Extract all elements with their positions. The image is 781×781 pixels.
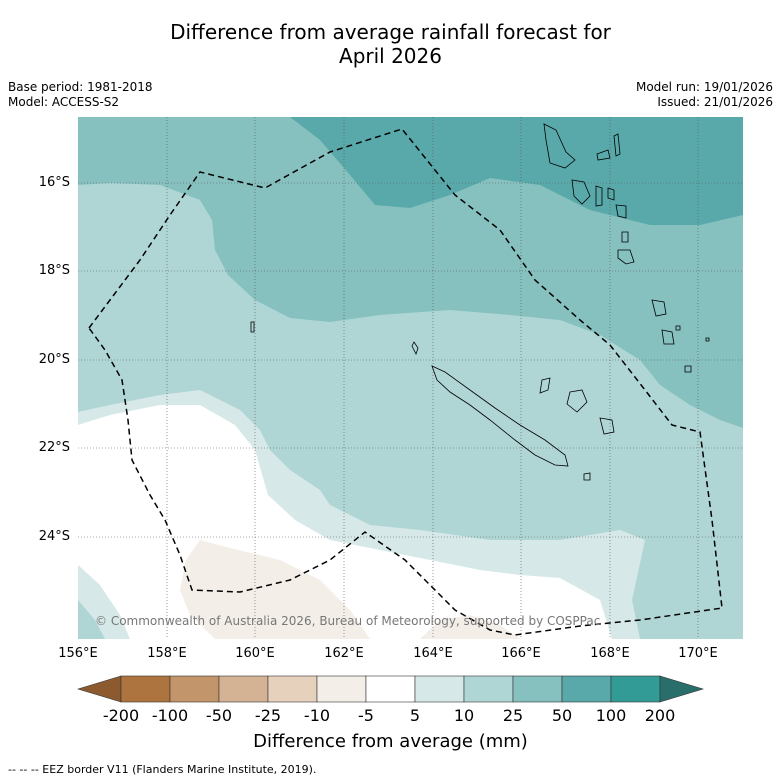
island-vanuatu-i: [651, 299, 667, 317]
issued-date: Issued: 21/01/2026: [657, 95, 773, 109]
colorbar-tick: -25: [254, 706, 282, 725]
lon-label: 160°E: [235, 646, 275, 661]
colorbar-bin-4: [267, 675, 318, 703]
colorbar-bin-10: [561, 675, 612, 703]
colorbar-title: Difference from average (mm): [253, 731, 528, 752]
colorbar-bin-8: [463, 675, 514, 703]
eez-border: [88, 128, 723, 636]
islands: [250, 123, 710, 481]
base-period: Base period: 1981-2018: [8, 80, 153, 94]
island-efate-group: [543, 123, 576, 169]
band-corner-mid: [78, 600, 105, 639]
colorbar-tick: 10: [453, 706, 475, 725]
lon-label: 170°E: [678, 646, 718, 661]
meta-right: Model run: 19/01/2026 Issued: 21/01/2026: [636, 80, 773, 110]
rainfall-map: [78, 117, 743, 639]
lat-label: 16°S: [38, 175, 70, 190]
colorbar-tick: -5: [358, 706, 374, 725]
island-vanuatu-a: [596, 149, 611, 161]
colorbar-tick: 25: [502, 706, 524, 725]
meta-left: Base period: 1981-2018 Model: ACCESS-S2: [8, 80, 153, 110]
colorbar-tick: -100: [151, 706, 189, 725]
island-small-2: [705, 337, 710, 342]
band-50-100: [290, 117, 743, 225]
island-vanuatu-k: [684, 365, 692, 373]
colorbar-tick: 200: [644, 706, 676, 725]
lat-label: 24°S: [38, 529, 70, 544]
title-line-2: April 2026: [339, 44, 442, 68]
island-vanuatu-h: [617, 249, 635, 265]
chart-title: Difference from average rainfall forecas…: [0, 20, 781, 68]
band-neg-5-10: [180, 540, 370, 639]
lat-label: 22°S: [38, 440, 70, 455]
lon-label: 166°E: [501, 646, 541, 661]
island-ouvea: [539, 377, 551, 394]
copyright-notice: © Commonwealth of Australia 2026, Bureau…: [95, 614, 601, 628]
colorbar-tick: -10: [303, 706, 331, 725]
colorbar-extend-left: [76, 675, 122, 703]
colorbar: [76, 675, 705, 703]
island-small-1: [675, 325, 681, 331]
colorbar-tick: 100: [595, 706, 627, 725]
island-isle-of-pines: [583, 472, 591, 481]
island-belep: [411, 341, 419, 356]
island-vanuatu-e: [607, 187, 615, 201]
island-vanuatu-d: [595, 185, 603, 207]
colorbar-extend-right: [659, 675, 705, 703]
colorbar-bin-1: [120, 675, 171, 703]
colorbar-bin-7: [414, 675, 465, 703]
island-vanuatu-j: [661, 329, 675, 345]
colorbar-tick: -200: [102, 706, 140, 725]
lat-label: 20°S: [38, 352, 70, 367]
band-25-50-strip: [78, 117, 290, 140]
colorbar-tick: -50: [205, 706, 233, 725]
gridlines: [78, 117, 743, 639]
island-vanuatu-b: [613, 133, 621, 157]
lon-label: 156°E: [58, 646, 98, 661]
island-vanuatu-c: [571, 179, 591, 205]
band-neg-5-10-b: [420, 615, 520, 639]
island-lifou: [566, 389, 588, 413]
lon-label: 168°E: [590, 646, 630, 661]
eez-legend-footer: -- -- -- EEZ border V11 (Flanders Marine…: [8, 763, 317, 776]
colorbar-bin-11: [610, 675, 661, 703]
colorbar-bin-6: [365, 675, 416, 703]
colorbar-bin-2: [169, 675, 220, 703]
island-new-caledonia: [431, 365, 569, 467]
model-name: Model: ACCESS-S2: [8, 95, 120, 109]
colorbar-bin-5: [316, 675, 367, 703]
island-vanuatu-g: [621, 231, 629, 243]
island-chesterfield: [250, 321, 255, 333]
colorbar-tick: 50: [551, 706, 573, 725]
model-run: Model run: 19/01/2026: [635, 80, 773, 94]
colorbar-tick: 5: [409, 706, 421, 725]
colorbar-bin-9: [512, 675, 563, 703]
title-line-1: Difference from average rainfall forecas…: [170, 20, 611, 44]
lon-label: 164°E: [413, 646, 453, 661]
lat-label: 18°S: [38, 263, 70, 278]
island-mare: [599, 417, 615, 435]
lon-label: 162°E: [324, 646, 364, 661]
island-vanuatu-f: [615, 204, 627, 219]
lon-label: 158°E: [147, 646, 187, 661]
colorbar-bin-3: [218, 675, 269, 703]
